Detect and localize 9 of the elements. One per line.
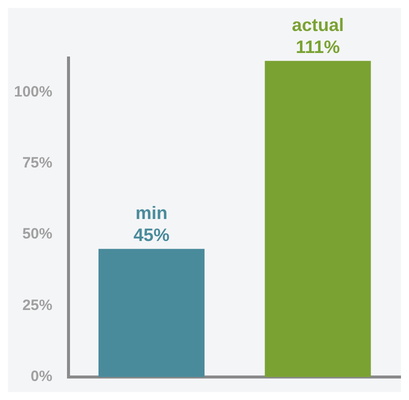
y-tick-label: 75% [22, 154, 52, 172]
y-tick-label: 0% [30, 368, 52, 386]
x-tick-label: min [136, 202, 168, 223]
data-label: 45% [134, 224, 170, 245]
x-tick-label: actual [292, 14, 344, 35]
y-tick-label: 50% [22, 226, 52, 243]
data-label: 111% [296, 36, 340, 57]
y-tick-label: 25% [22, 296, 52, 314]
y-tick-label: 100% [14, 83, 52, 100]
